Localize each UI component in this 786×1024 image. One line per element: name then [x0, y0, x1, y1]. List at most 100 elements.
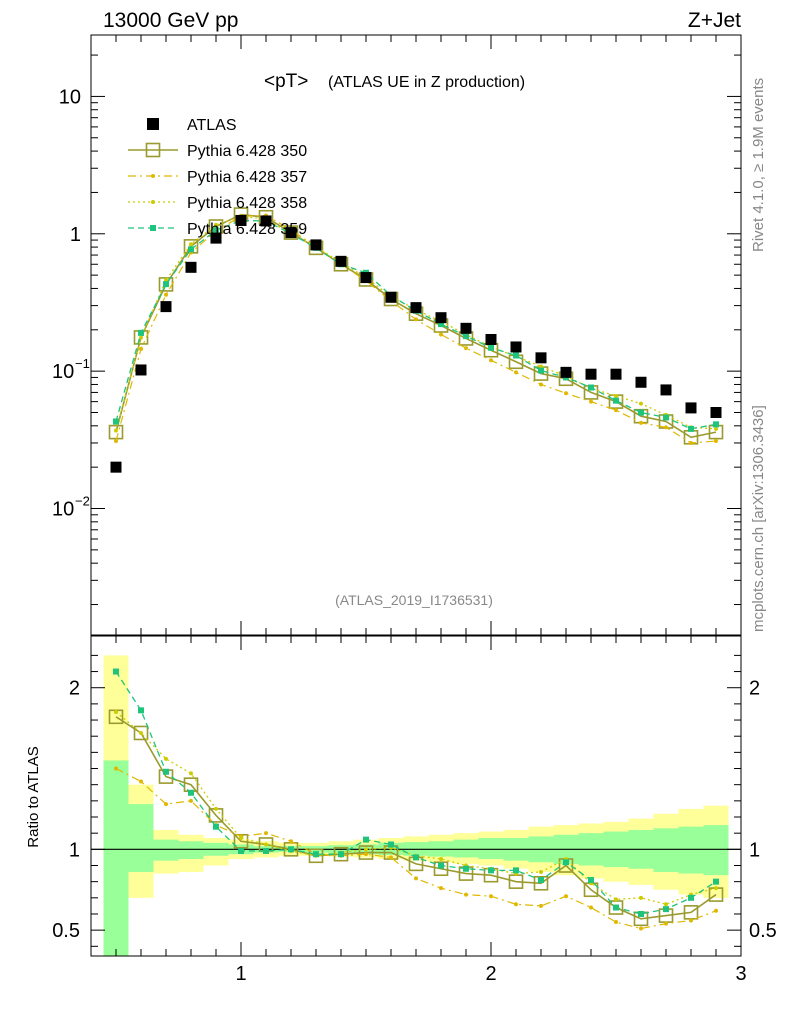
legend-label-p357: Pythia 6.428 357 [187, 169, 307, 186]
ratio-point-p357 [614, 920, 618, 925]
ratio-point-p357 [564, 894, 568, 899]
ratio-point-p359 [188, 789, 194, 796]
ratio-point-p358 [664, 902, 668, 907]
data-point-p357 [514, 370, 518, 375]
data-point-p359 [663, 414, 669, 421]
legend-label-p359: Pythia 6.428 359 [187, 221, 307, 238]
data-point-p357 [689, 440, 693, 445]
data-point-atlas [610, 368, 622, 380]
data-point-atlas [685, 402, 697, 414]
ratio-x-tick-label: 2 [485, 963, 496, 985]
data-point-atlas [585, 368, 597, 380]
ratio-point-p359 [613, 904, 619, 911]
legend-marker-atlas [147, 118, 159, 130]
data-point-p359 [688, 425, 694, 432]
data-point-p358 [214, 222, 218, 227]
data-point-p358 [139, 335, 143, 340]
data-point-atlas [335, 255, 347, 267]
main-plot-frame [90, 34, 742, 636]
ratio-y-tick-label-right: 2 [749, 678, 760, 700]
ratio-point-p358 [189, 771, 193, 776]
data-point-p357 [114, 439, 118, 444]
ratio-point-p357 [364, 852, 368, 857]
ratio-point-p359 [413, 854, 419, 861]
data-point-p359 [113, 418, 119, 425]
uncertainty-band-green [453, 839, 479, 858]
data-point-atlas [460, 322, 472, 334]
legend-marker-p350 [145, 142, 161, 158]
data-point-p359 [713, 421, 719, 428]
data-point-p359 [488, 344, 494, 351]
ratio-point-p359 [713, 878, 719, 885]
main-y-tick-exponent: −1 [75, 356, 90, 371]
ratio-point-p359 [563, 859, 569, 866]
header-left-label: 13000 GeV pp [103, 9, 238, 32]
ratio-point-p350 [133, 725, 149, 741]
main-y-tick-label: 10 [59, 86, 81, 108]
ratio-point-p359 [538, 877, 544, 884]
ratio-point-p359 [263, 847, 269, 854]
data-point-p359 [138, 329, 144, 336]
ratio-point-p359 [463, 865, 469, 872]
data-point-p357 [139, 346, 143, 351]
legend-marker-p359 [150, 225, 156, 231]
data-point-p359 [438, 321, 444, 328]
data-point-atlas [285, 227, 297, 239]
legend: ATLAS Pythia 6.428 350 Pythia 6.428 357 Pyt… [128, 117, 307, 238]
chart-subtitle: (ATLAS UE in Z production) [328, 74, 525, 91]
ratio-plot [90, 636, 742, 956]
data-point-atlas [260, 215, 272, 227]
ratio-point-p358 [214, 806, 218, 811]
ratio-point-p358 [539, 869, 543, 874]
data-point-p359 [638, 409, 644, 416]
data-point-atlas [135, 364, 147, 376]
data-point-atlas [360, 272, 372, 284]
ratio-point-p357 [489, 894, 493, 899]
data-point-p350 [108, 424, 124, 440]
ratio-point-p359 [338, 851, 344, 858]
uncertainty-band-green [103, 760, 129, 956]
ratio-point-p359 [213, 823, 219, 830]
main-y-tick-label: 1 [70, 224, 81, 246]
ratio-point-p357 [439, 886, 443, 891]
ratio-point-p358 [439, 857, 443, 862]
data-point-p357 [414, 317, 418, 322]
data-point-p357 [589, 399, 593, 404]
ratio-point-p358 [364, 847, 368, 852]
data-point-p357 [714, 439, 718, 444]
data-point-p359 [213, 227, 219, 234]
ratio-point-p358 [714, 886, 718, 891]
ratio-y-tick-label-left: 2 [69, 678, 80, 700]
ratio-point-p357 [514, 902, 518, 907]
ratio-point-p358 [614, 897, 618, 902]
data-point-p359 [163, 281, 169, 288]
legend-label-atlas: ATLAS [187, 117, 237, 134]
ratio-point-p350 [308, 848, 324, 864]
ratio-point-p359 [688, 894, 694, 901]
data-point-atlas [660, 384, 672, 396]
ratio-point-p359 [488, 867, 494, 874]
ratio-point-p357 [139, 779, 143, 784]
data-point-p359 [188, 246, 194, 253]
ratio-point-p358 [164, 756, 168, 761]
data-point-p359 [463, 333, 469, 340]
uncertainty-band-green [153, 839, 179, 861]
data-point-p357 [614, 408, 618, 413]
ratio-point-p357 [414, 876, 418, 881]
ratio-point-p359 [163, 768, 169, 775]
ratio-y-tick-label-right: 0.5 [749, 920, 777, 942]
ratio-point-p359 [638, 910, 644, 917]
data-point-p357 [464, 346, 468, 351]
data-point-atlas [435, 312, 447, 324]
main-y-tick-label: 10 [52, 361, 74, 383]
data-point-p358 [614, 393, 618, 398]
uncertainty-band-green [178, 841, 204, 860]
ratio-point-p357 [189, 798, 193, 803]
ratio-point-p357 [639, 926, 643, 931]
data-point-atlas [210, 232, 222, 244]
ratio-y-tick-label-left: 1 [69, 839, 80, 861]
ratio-point-p357 [389, 855, 393, 860]
data-point-p357 [564, 391, 568, 396]
